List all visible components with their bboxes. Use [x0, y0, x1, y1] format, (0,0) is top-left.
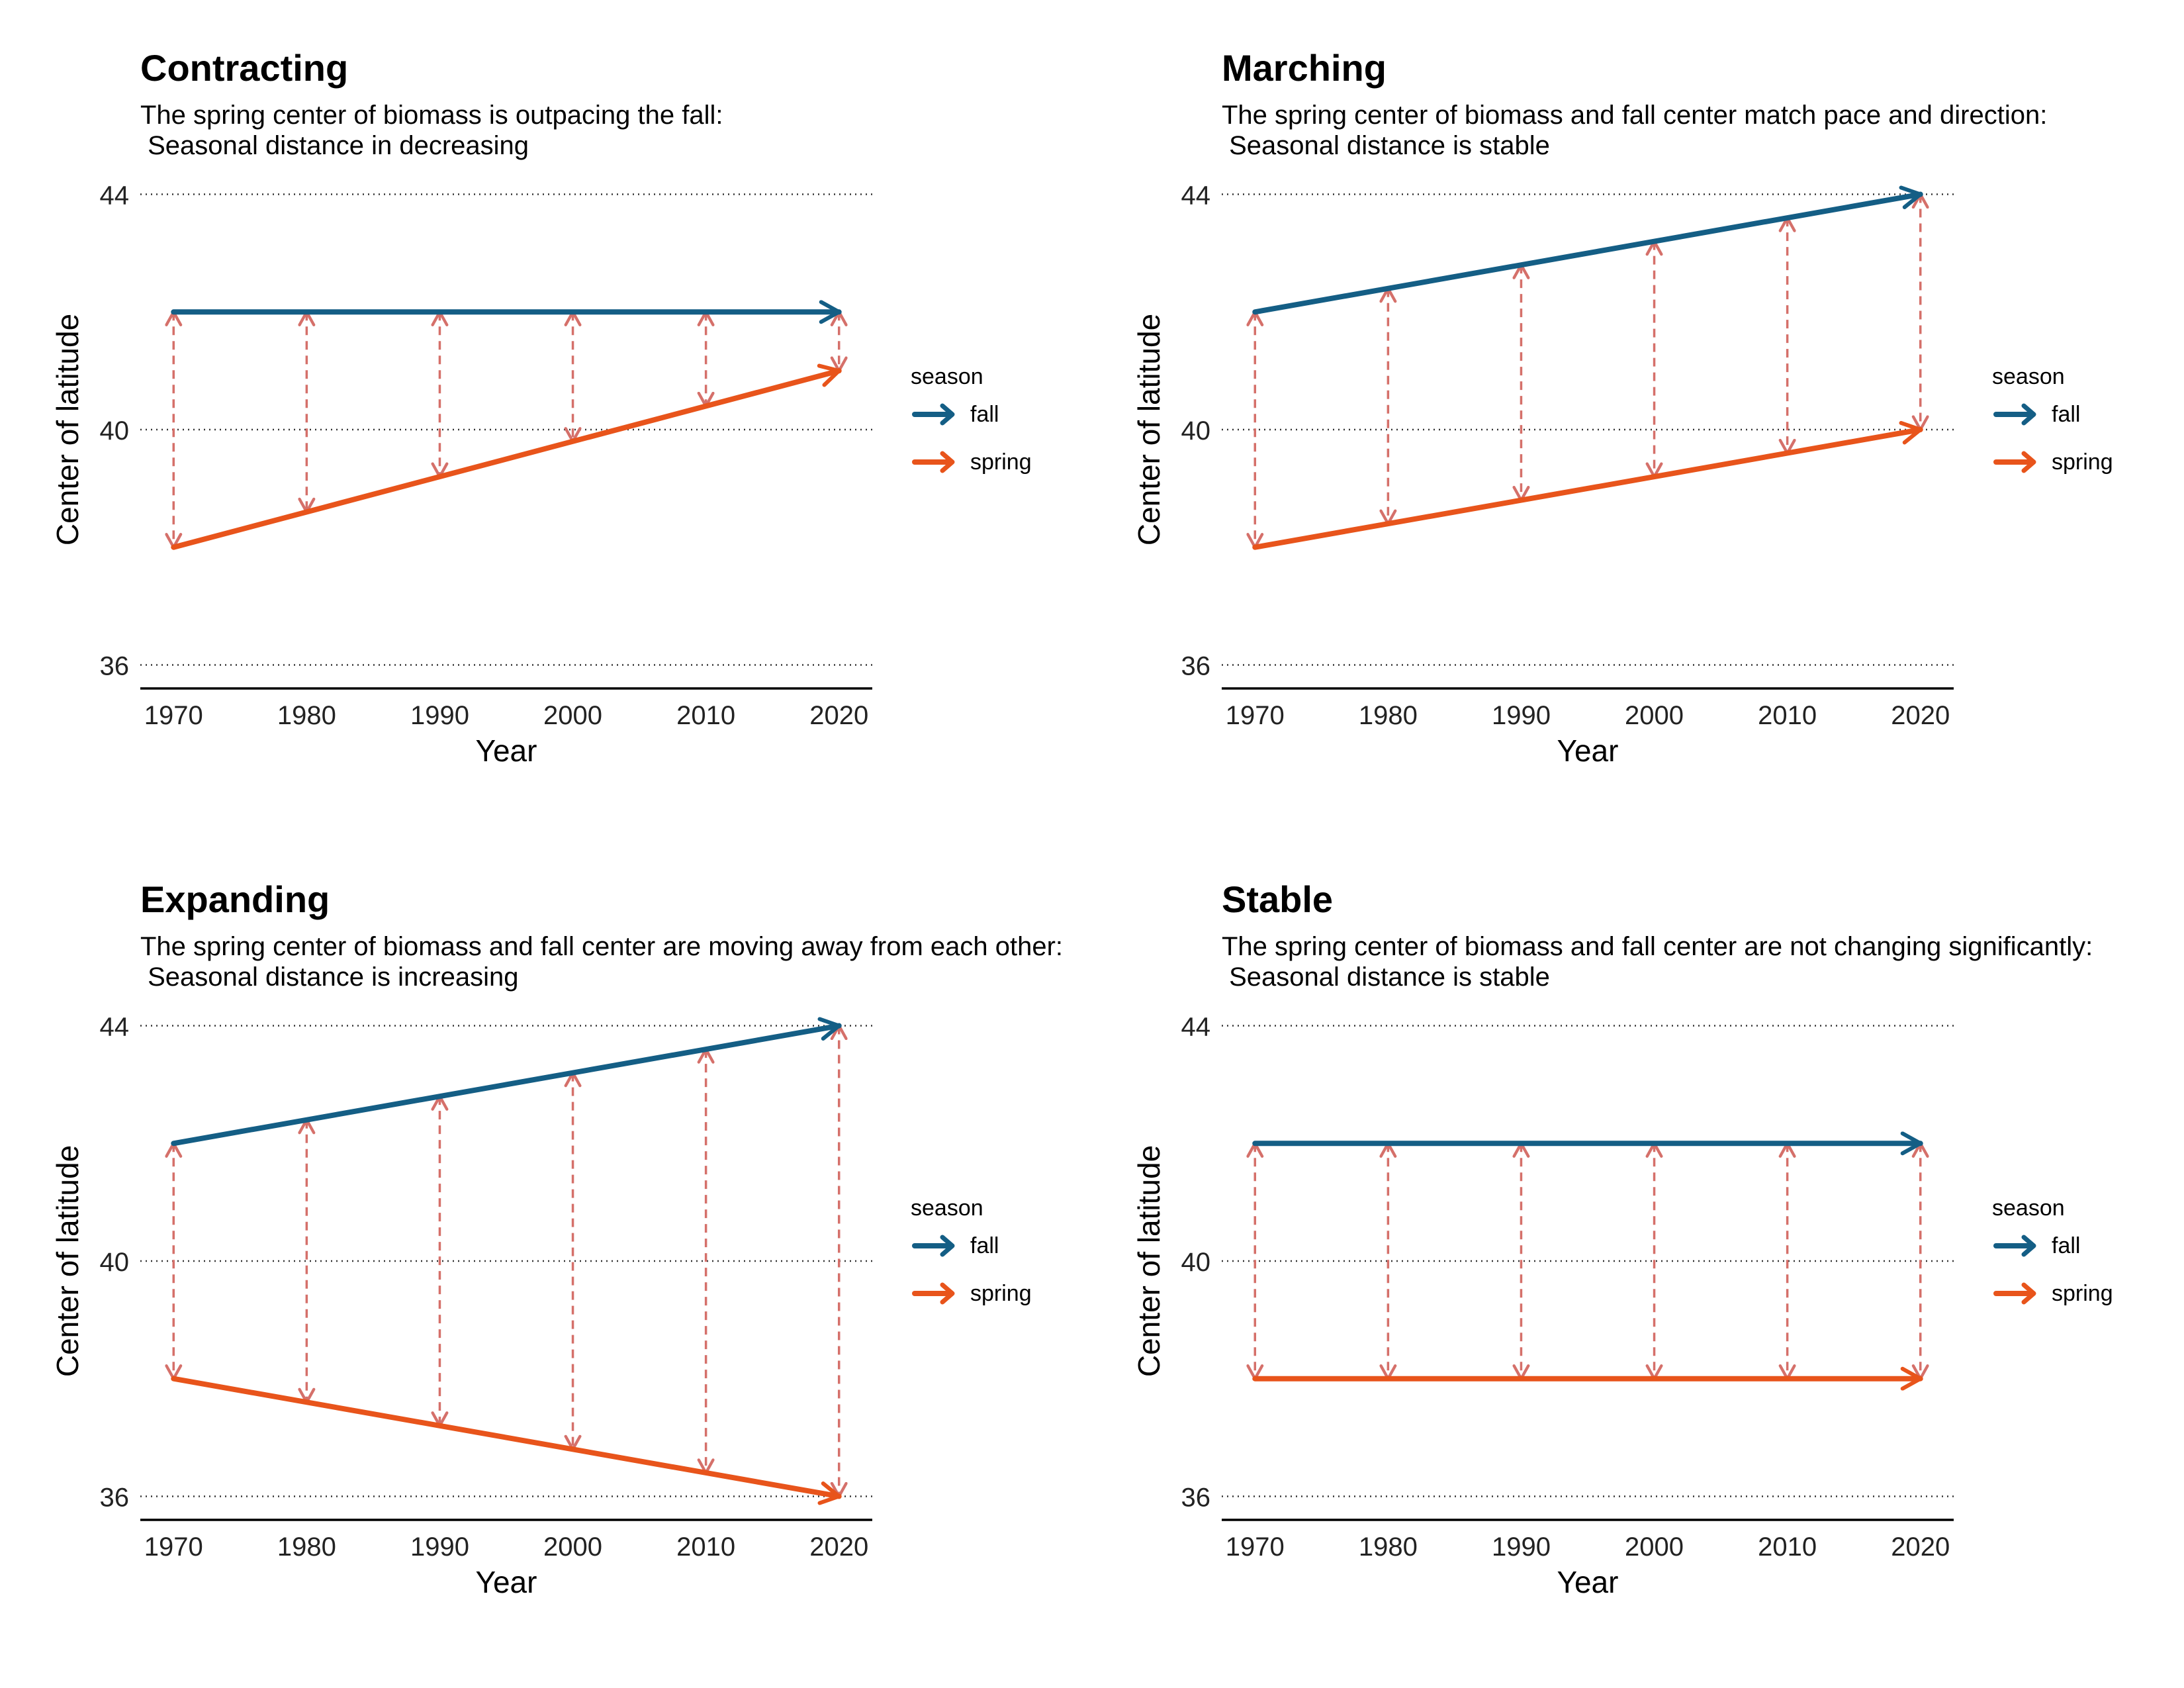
- series-line-fall: [1252, 185, 1923, 315]
- y-axis-title: Center of latitude: [1132, 1145, 1166, 1377]
- y-tick-label: 44: [1181, 1013, 1211, 1042]
- legend-arrow-icon: [912, 1235, 955, 1257]
- legend-arrow-icon: [1993, 1282, 2036, 1305]
- x-tick-label: 2010: [1758, 1532, 1817, 1562]
- x-tick-label: 1980: [1359, 1532, 1418, 1562]
- legend-item-fall: fall: [1992, 401, 2080, 428]
- x-tick-label: 1970: [1226, 701, 1285, 730]
- y-tick-label: 36: [1181, 651, 1211, 680]
- chart-panel-marching: Marching The spring center of biomass and…: [1081, 0, 2184, 857]
- plot-area: 36 40 44 1970 1980 1990 2000 2010 2020 Year Center…: [1132, 1013, 1954, 1599]
- x-tick-label: 2020: [809, 1532, 868, 1562]
- legend-item-spring: spring: [1992, 449, 2113, 475]
- legend-label: spring: [2052, 1280, 2113, 1306]
- legend-label: spring: [970, 449, 1032, 475]
- x-tick-label: 2000: [1625, 701, 1684, 730]
- x-tick-label: 1970: [144, 701, 203, 730]
- y-tick-label: 36: [100, 1483, 130, 1512]
- x-tick-label: 2000: [543, 1532, 602, 1562]
- legend-title: season: [1992, 1196, 2065, 1221]
- y-tick-label: 40: [1181, 416, 1211, 445]
- y-tick-label: 44: [1181, 181, 1211, 211]
- legend-item-spring: spring: [911, 1280, 1032, 1307]
- chart-panel-stable: Stable The spring center of biomass and f…: [1081, 831, 2184, 1688]
- legend-title: season: [911, 364, 983, 389]
- x-tick-label: 1980: [277, 1532, 336, 1562]
- chart-panel-contracting: Contracting The spring center of biomass …: [0, 0, 1103, 857]
- chart-title: Stable: [1222, 878, 1334, 920]
- chart-panel-expanding: Expanding The spring center of biomass an…: [0, 831, 1103, 1688]
- series-line-spring: [171, 1376, 842, 1505]
- chart-title: Expanding: [140, 878, 330, 920]
- legend: season fall spring: [1992, 1196, 2158, 1328]
- x-tick-label: 2020: [1891, 701, 1950, 730]
- x-tick-label: 2020: [1891, 1532, 1950, 1562]
- x-axis-title: Year: [1557, 733, 1619, 768]
- x-tick-label: 2010: [676, 1532, 735, 1562]
- legend-item-fall: fall: [911, 1233, 999, 1259]
- x-axis-title: Year: [476, 733, 537, 768]
- x-axis-title: Year: [1557, 1565, 1619, 1599]
- legend-item-fall: fall: [1992, 1233, 2080, 1259]
- legend-title: season: [1992, 364, 2065, 389]
- x-tick-label: 2000: [543, 701, 602, 730]
- legend: season fall spring: [911, 364, 1076, 496]
- legend-arrow-icon: [912, 451, 955, 473]
- y-tick-label: 44: [100, 1013, 130, 1042]
- legend-label: spring: [2052, 449, 2113, 475]
- x-tick-label: 2000: [1625, 1532, 1684, 1562]
- chart-title: Marching: [1222, 47, 1387, 89]
- legend-item-spring: spring: [911, 449, 1032, 475]
- x-tick-label: 1970: [144, 1532, 203, 1562]
- legend-arrow-icon: [1993, 403, 2036, 426]
- x-tick-label: 1990: [410, 701, 469, 730]
- x-tick-label: 1990: [1492, 701, 1551, 730]
- y-tick-label: 40: [1181, 1248, 1211, 1277]
- chart-subtitle: The spring center of biomass and fall ce…: [1222, 932, 2093, 992]
- plot-area: 36 40 44 1970 1980 1990 2000 2010 2020 Year Center…: [50, 181, 872, 768]
- y-tick-label: 40: [100, 1248, 130, 1277]
- legend-title: season: [911, 1196, 983, 1221]
- chart-title: Contracting: [140, 47, 349, 89]
- legend-label: fall: [970, 1233, 999, 1258]
- x-tick-label: 1990: [410, 1532, 469, 1562]
- x-tick-label: 2020: [809, 701, 868, 730]
- chart-subtitle: The spring center of biomass is outpacin…: [140, 101, 723, 160]
- legend-item-fall: fall: [911, 401, 999, 428]
- chart-subtitle: The spring center of biomass and fall ce…: [1222, 101, 2048, 160]
- plot-area: 36 40 44 1970 1980 1990 2000 2010 2020 Year Center…: [50, 1013, 872, 1599]
- chart-subtitle: The spring center of biomass and fall ce…: [140, 932, 1064, 992]
- legend: season fall spring: [911, 1196, 1076, 1328]
- legend-arrow-icon: [912, 1282, 955, 1305]
- x-tick-label: 1980: [1359, 701, 1418, 730]
- series-line-fall: [171, 1017, 842, 1147]
- y-axis-title: Center of latitude: [50, 1145, 85, 1377]
- y-tick-label: 40: [100, 416, 130, 445]
- x-axis-title: Year: [476, 1565, 537, 1599]
- legend-arrow-icon: [1993, 451, 2036, 473]
- y-tick-label: 44: [100, 181, 130, 211]
- legend-label: fall: [2052, 1233, 2081, 1258]
- y-axis-title: Center of latitude: [1132, 314, 1166, 545]
- x-tick-label: 2010: [1758, 701, 1817, 730]
- y-axis-title: Center of latitude: [50, 314, 85, 545]
- legend-label: spring: [970, 1280, 1032, 1306]
- legend-label: fall: [2052, 401, 2081, 427]
- y-tick-label: 36: [1181, 1483, 1211, 1512]
- legend: season fall spring: [1992, 364, 2158, 496]
- x-tick-label: 1970: [1226, 1532, 1285, 1562]
- plot-area: 36 40 44 1970 1980 1990 2000 2010 2020 Year Center…: [1132, 181, 1954, 768]
- legend-item-spring: spring: [1992, 1280, 2113, 1307]
- legend-arrow-icon: [912, 403, 955, 426]
- x-tick-label: 1980: [277, 701, 336, 730]
- legend-label: fall: [970, 401, 999, 427]
- series-line-spring: [1252, 420, 1923, 550]
- series-line-spring: [171, 363, 842, 550]
- x-tick-label: 2010: [676, 701, 735, 730]
- legend-arrow-icon: [1993, 1235, 2036, 1257]
- y-tick-label: 36: [100, 651, 130, 680]
- x-tick-label: 1990: [1492, 1532, 1551, 1562]
